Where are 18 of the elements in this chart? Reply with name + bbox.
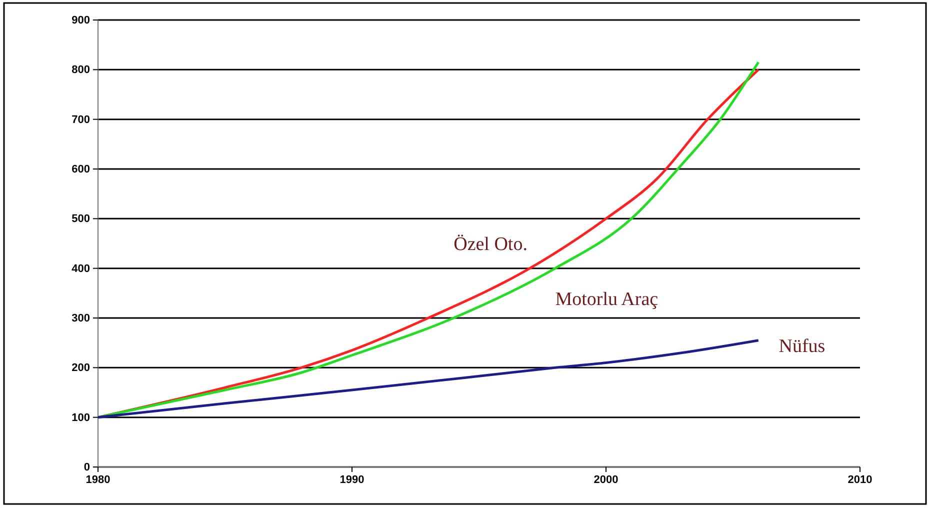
x-tick-label: 2000	[594, 474, 618, 486]
y-tick-label: 500	[72, 213, 90, 226]
line-series	[96, 339, 760, 419]
y-tick-label: 800	[72, 64, 90, 76]
x-tick-label: 1990	[340, 474, 364, 486]
series-label: Motorlu Araç	[555, 288, 658, 310]
y-tick-label: 600	[72, 164, 90, 176]
y-tick-label: 200	[72, 362, 90, 374]
y-tick-label: 400	[72, 262, 90, 275]
series-label: Nüfus	[778, 336, 826, 357]
y-tick-label: 0	[84, 462, 90, 474]
y-tick-label: 900	[72, 14, 90, 27]
series-label: Özel Oto.	[454, 234, 528, 256]
y-tick-label: 700	[72, 114, 90, 126]
y-tick-label: 100	[72, 412, 90, 424]
y-tick-label: 300	[72, 312, 90, 325]
x-tick-label: 1980	[86, 474, 110, 486]
x-tick-label: 2010	[848, 474, 872, 486]
